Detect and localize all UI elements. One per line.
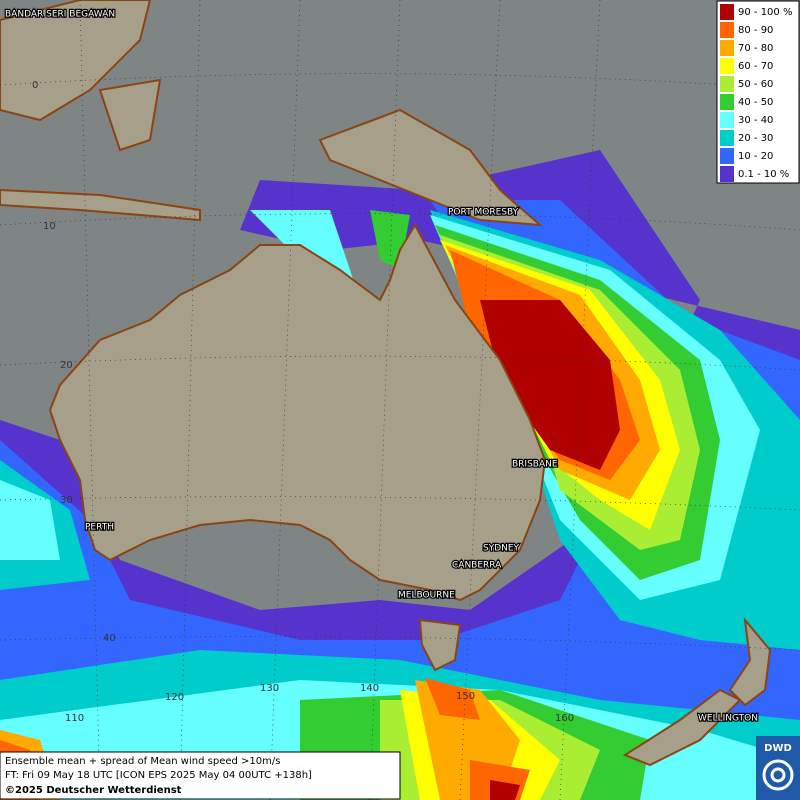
grid-label: 140 [360, 683, 379, 694]
place-label: SYDNEY [483, 544, 520, 554]
legend-swatch [720, 148, 734, 164]
legend-swatch [720, 94, 734, 110]
grid-label: 160 [555, 713, 574, 724]
grid-label: 130 [260, 683, 279, 694]
place-label: BRISBANE [512, 460, 558, 470]
grid-label: 20 [60, 360, 73, 371]
legend-swatch [720, 40, 734, 56]
legend-swatch [720, 4, 734, 20]
grid-label: 40 [103, 633, 116, 644]
legend-label: 60 - 70 [738, 61, 773, 72]
info-line: FT: Fri 09 May 18 UTC [ICON EPS 2025 May… [5, 770, 312, 781]
place-label: PORT MORESBY [448, 208, 519, 218]
grid-label: 30 [60, 495, 73, 506]
legend-swatch [720, 112, 734, 128]
legend-swatch [720, 166, 734, 182]
logo-text: DWD [764, 743, 792, 754]
legend-label: 40 - 50 [738, 97, 773, 108]
place-label: PERTH [85, 523, 114, 533]
legend-swatch [720, 130, 734, 146]
place-label: CANBERRA [452, 561, 502, 571]
grid-label: 0 [32, 80, 38, 91]
legend-swatch [720, 22, 734, 38]
legend: 90 - 100 % 80 - 90 70 - 80 60 - 70 50 - 60 40… [716, 0, 800, 184]
legend-label: 70 - 80 [738, 43, 773, 54]
legend-label: 20 - 30 [738, 133, 773, 144]
land [0, 0, 772, 767]
grid-label: 10 [43, 221, 56, 232]
logo-swirl [762, 759, 794, 791]
legend-label: 90 - 100 % [738, 7, 792, 18]
grid-label: 120 [165, 692, 184, 703]
legend-label: 0.1 - 10 % [738, 169, 789, 180]
wind-field [0, 150, 800, 800]
legend-swatch [720, 76, 734, 92]
legend-label: 10 - 20 [738, 151, 773, 162]
logo-swirl [770, 767, 786, 783]
place-label: MELBOURNE [398, 591, 455, 601]
grid-label: 110 [65, 713, 84, 724]
info-line: ©2025 Deutscher Wetterdienst [5, 785, 182, 796]
legend-label: 30 - 40 [738, 115, 773, 126]
legend-label: 80 - 90 [738, 25, 773, 36]
place-label: WELLINGTON [698, 714, 758, 724]
grid-label: 150 [456, 691, 475, 702]
info-line: Ensemble mean + spread of Mean wind spee… [5, 756, 280, 767]
place-label: BANDAR SERI BEGAWAN [5, 10, 115, 20]
legend-label: 50 - 60 [738, 79, 773, 90]
info-box [0, 751, 401, 800]
legend-swatch [720, 58, 734, 74]
